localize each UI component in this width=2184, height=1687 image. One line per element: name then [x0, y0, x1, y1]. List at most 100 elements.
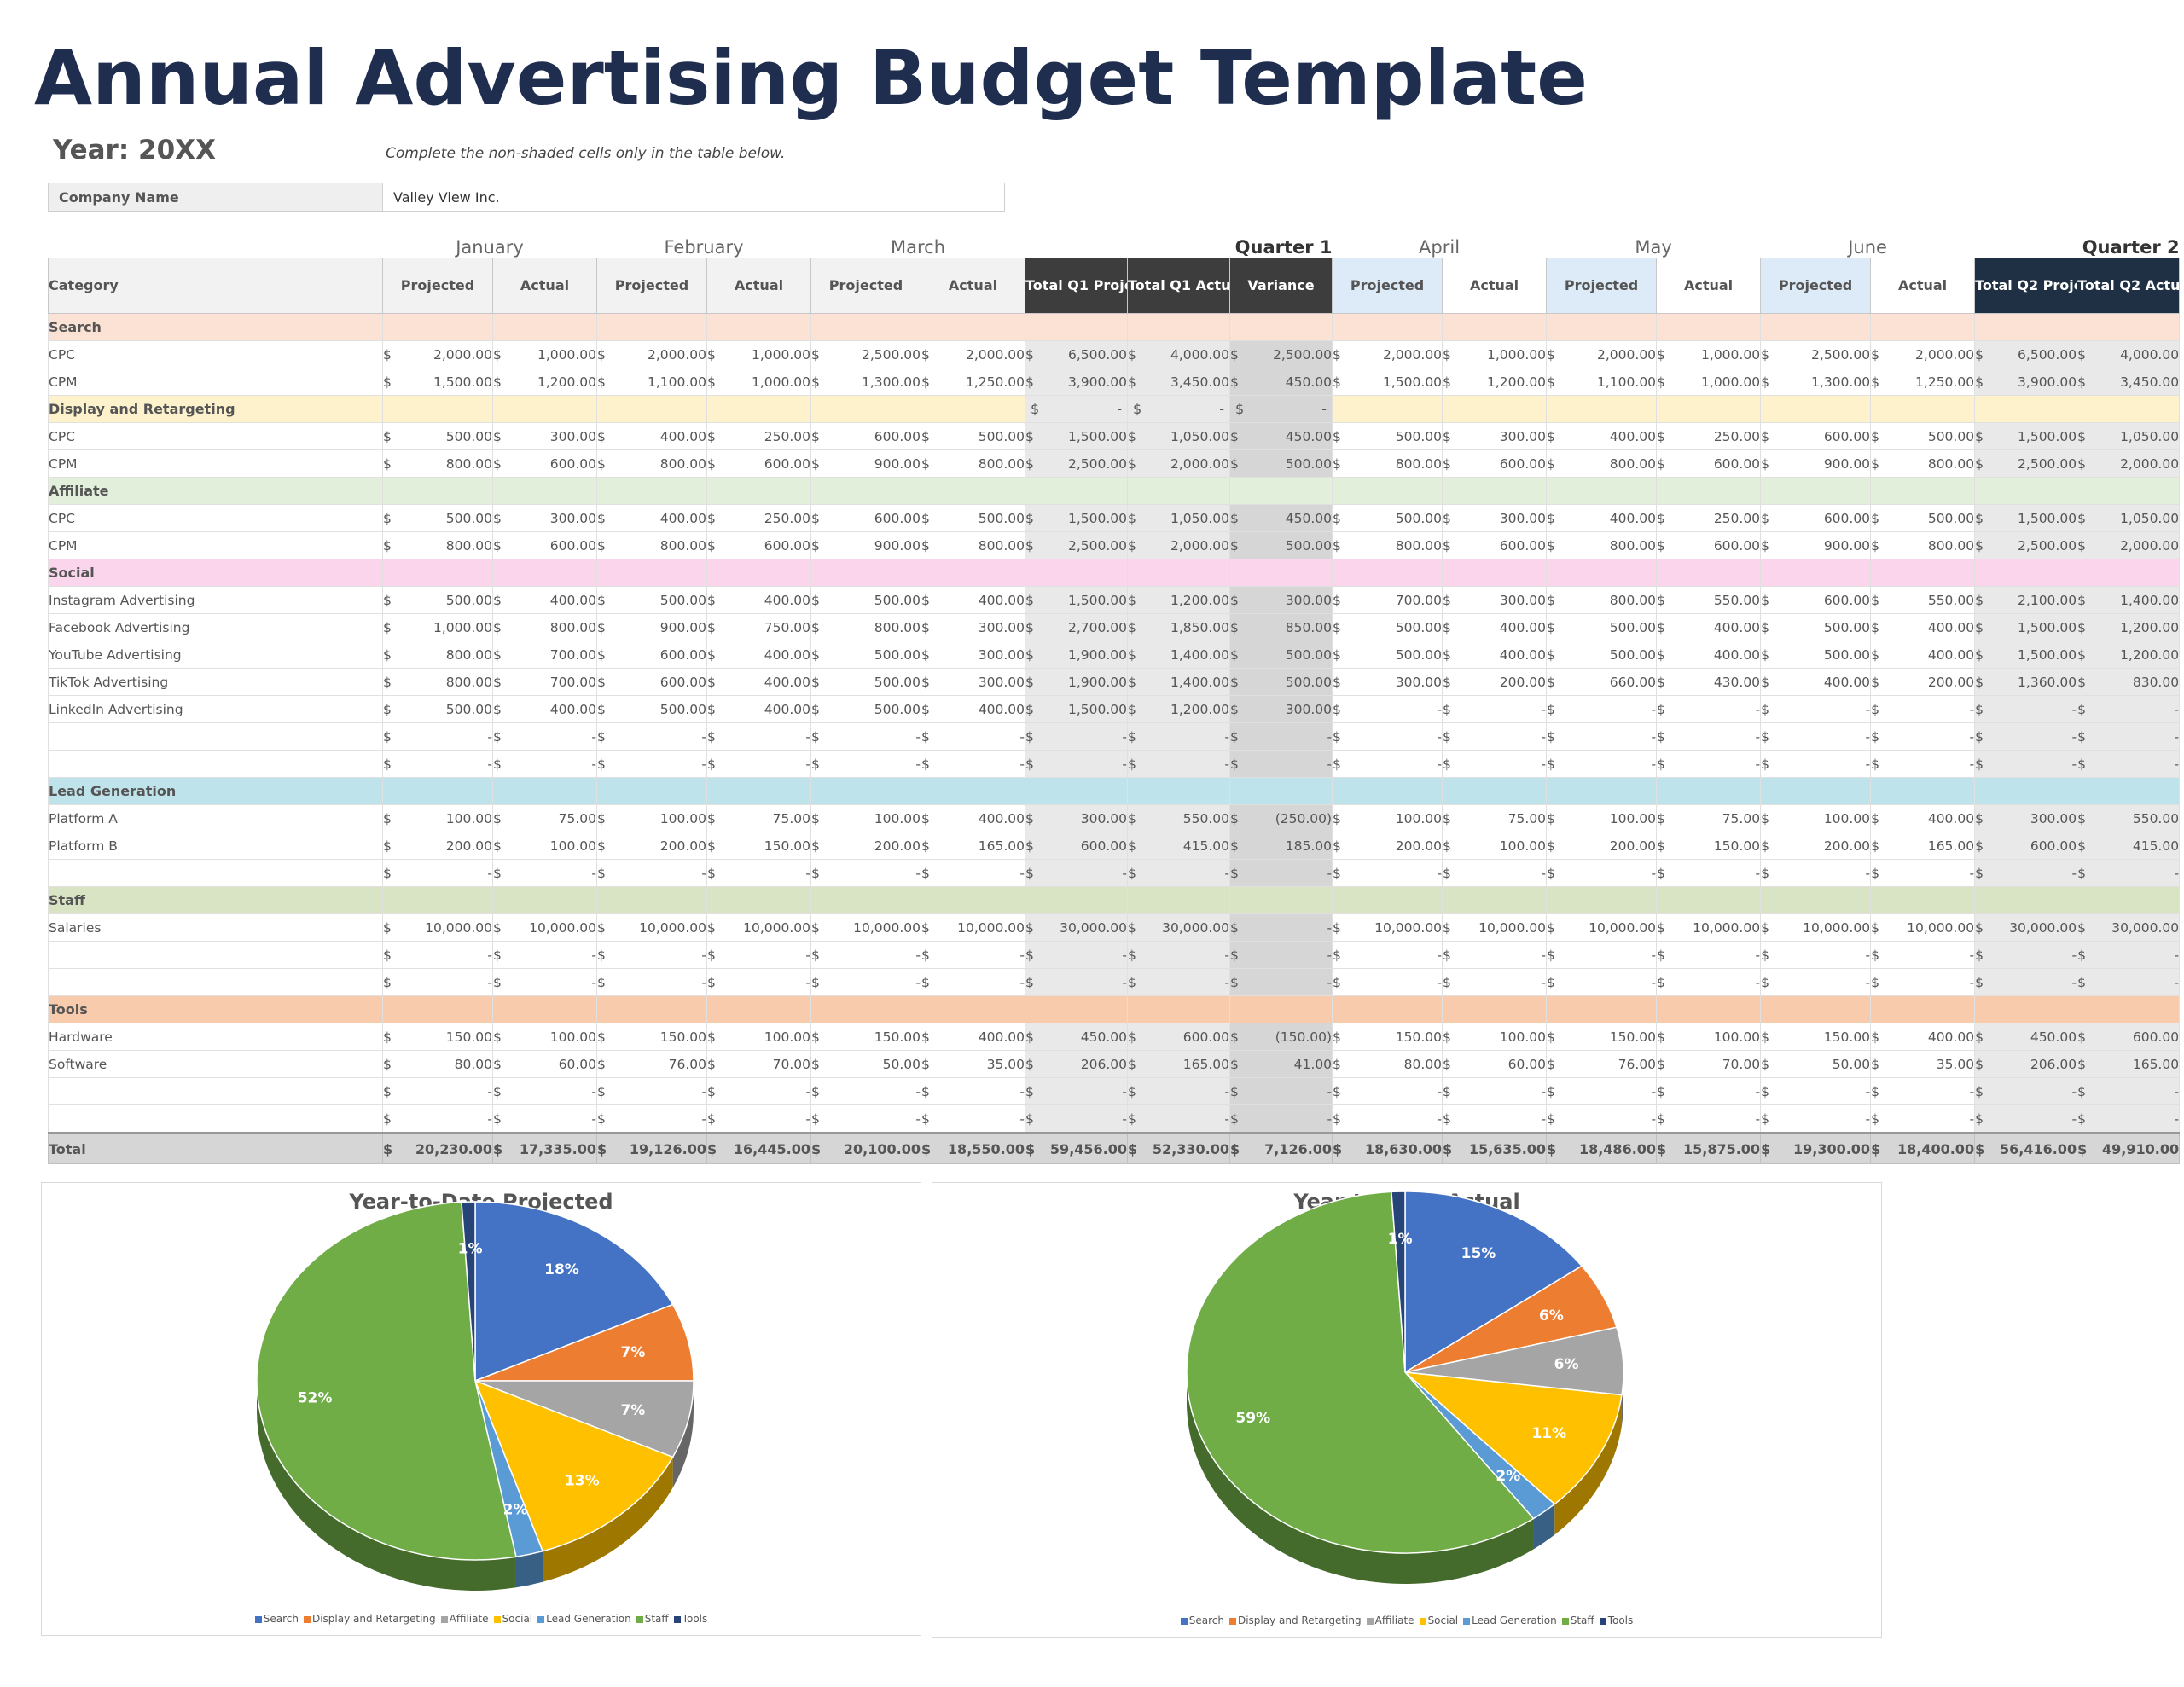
- budget-input-cell[interactable]: $800.00: [382, 531, 493, 559]
- budget-input-cell[interactable]: $200.00: [1870, 668, 1976, 696]
- budget-input-cell[interactable]: $400.00: [492, 586, 597, 614]
- budget-input-cell[interactable]: $165.00: [1870, 832, 1976, 860]
- budget-input-cell[interactable]: $ -: [810, 722, 921, 751]
- row-label[interactable]: CPM: [48, 449, 383, 478]
- budget-input-cell[interactable]: $250.00: [1656, 422, 1762, 450]
- budget-input-cell[interactable]: $ -: [706, 968, 811, 996]
- budget-input-cell[interactable]: $100.00: [382, 804, 493, 832]
- budget-input-cell[interactable]: $1,500.00: [1332, 368, 1443, 396]
- budget-input-cell[interactable]: $ -: [1332, 722, 1443, 751]
- budget-input-cell[interactable]: $ -: [1546, 1104, 1658, 1133]
- budget-input-cell[interactable]: $550.00: [1656, 586, 1762, 614]
- budget-input-cell[interactable]: $400.00: [596, 422, 707, 450]
- budget-input-cell[interactable]: $ -: [706, 941, 811, 969]
- budget-input-cell[interactable]: $ -: [706, 1104, 811, 1133]
- budget-input-cell[interactable]: $400.00: [1546, 422, 1658, 450]
- budget-input-cell[interactable]: $ -: [1546, 968, 1658, 996]
- budget-input-cell[interactable]: $400.00: [1656, 641, 1762, 669]
- budget-input-cell[interactable]: $1,250.00: [1870, 368, 1976, 396]
- budget-input-cell[interactable]: $ -: [1442, 1077, 1548, 1105]
- budget-input-cell[interactable]: $400.00: [1870, 1023, 1976, 1051]
- budget-input-cell[interactable]: $ -: [1442, 750, 1548, 778]
- budget-input-cell[interactable]: $ -: [596, 722, 707, 751]
- budget-input-cell[interactable]: $900.00: [810, 531, 921, 559]
- budget-input-cell[interactable]: $ -: [1546, 750, 1658, 778]
- budget-input-cell[interactable]: $150.00: [706, 832, 811, 860]
- budget-input-cell[interactable]: $ -: [596, 859, 707, 887]
- budget-input-cell[interactable]: $550.00: [1870, 586, 1976, 614]
- budget-input-cell[interactable]: $200.00: [1442, 668, 1548, 696]
- budget-input-cell[interactable]: $ -: [1656, 1077, 1762, 1105]
- budget-input-cell[interactable]: $1,000.00: [706, 368, 811, 396]
- budget-input-cell[interactable]: $10,000.00: [596, 913, 707, 942]
- row-label[interactable]: CPM: [48, 531, 383, 559]
- budget-input-cell[interactable]: $100.00: [596, 804, 707, 832]
- budget-input-cell[interactable]: $400.00: [1656, 613, 1762, 641]
- budget-input-cell[interactable]: $ -: [1760, 722, 1872, 751]
- budget-input-cell[interactable]: $500.00: [1546, 641, 1658, 669]
- budget-input-cell[interactable]: $ -: [596, 1104, 707, 1133]
- budget-input-cell[interactable]: $600.00: [706, 531, 811, 559]
- budget-input-cell[interactable]: $500.00: [810, 641, 921, 669]
- budget-input-cell[interactable]: $60.00: [492, 1050, 597, 1078]
- budget-input-cell[interactable]: $300.00: [492, 422, 597, 450]
- budget-input-cell[interactable]: $150.00: [1546, 1023, 1658, 1051]
- budget-input-cell[interactable]: $500.00: [1760, 613, 1872, 641]
- budget-input-cell[interactable]: $75.00: [706, 804, 811, 832]
- budget-input-cell[interactable]: $ -: [1870, 695, 1976, 723]
- budget-input-cell[interactable]: $150.00: [1332, 1023, 1443, 1051]
- budget-input-cell[interactable]: $600.00: [706, 449, 811, 478]
- budget-input-cell[interactable]: $660.00: [1546, 668, 1658, 696]
- budget-input-cell[interactable]: $800.00: [810, 613, 921, 641]
- budget-input-cell[interactable]: $1,000.00: [492, 340, 597, 368]
- budget-input-cell[interactable]: $ -: [1760, 1104, 1872, 1133]
- budget-input-cell[interactable]: $500.00: [810, 668, 921, 696]
- budget-input-cell[interactable]: $ -: [810, 1104, 921, 1133]
- row-label[interactable]: CPC: [48, 422, 383, 450]
- budget-input-cell[interactable]: $600.00: [1442, 531, 1548, 559]
- budget-input-cell[interactable]: $300.00: [492, 504, 597, 532]
- budget-input-cell[interactable]: $76.00: [1546, 1050, 1658, 1078]
- budget-input-cell[interactable]: $300.00: [1442, 422, 1548, 450]
- budget-input-cell[interactable]: $2,000.00: [1546, 340, 1658, 368]
- budget-input-cell[interactable]: $300.00: [1442, 586, 1548, 614]
- budget-input-cell[interactable]: $800.00: [920, 449, 1026, 478]
- budget-input-cell[interactable]: $70.00: [1656, 1050, 1762, 1078]
- budget-input-cell[interactable]: $800.00: [1546, 531, 1658, 559]
- budget-input-cell[interactable]: $1,300.00: [810, 368, 921, 396]
- budget-input-cell[interactable]: $400.00: [1870, 613, 1976, 641]
- budget-input-cell[interactable]: $800.00: [382, 668, 493, 696]
- budget-input-cell[interactable]: $ -: [810, 941, 921, 969]
- budget-input-cell[interactable]: $100.00: [1656, 1023, 1762, 1051]
- budget-input-cell[interactable]: $70.00: [706, 1050, 811, 1078]
- budget-input-cell[interactable]: $ -: [1546, 1077, 1658, 1105]
- budget-input-cell[interactable]: $ -: [810, 1077, 921, 1105]
- budget-input-cell[interactable]: $400.00: [1870, 804, 1976, 832]
- budget-input-cell[interactable]: $1,000.00: [382, 613, 493, 641]
- budget-input-cell[interactable]: $ -: [1332, 1104, 1443, 1133]
- budget-input-cell[interactable]: $500.00: [1332, 613, 1443, 641]
- budget-input-cell[interactable]: $400.00: [1760, 668, 1872, 696]
- budget-input-cell[interactable]: $ -: [1656, 695, 1762, 723]
- budget-input-cell[interactable]: $150.00: [810, 1023, 921, 1051]
- budget-input-cell[interactable]: $600.00: [810, 504, 921, 532]
- budget-input-cell[interactable]: $ -: [492, 941, 597, 969]
- budget-input-cell[interactable]: $ -: [492, 1104, 597, 1133]
- budget-input-cell[interactable]: $600.00: [596, 668, 707, 696]
- budget-input-cell[interactable]: $500.00: [1870, 422, 1976, 450]
- row-label[interactable]: Facebook Advertising: [48, 613, 383, 641]
- budget-input-cell[interactable]: $250.00: [706, 422, 811, 450]
- budget-input-cell[interactable]: $2,000.00: [596, 340, 707, 368]
- budget-input-cell[interactable]: $ -: [706, 722, 811, 751]
- budget-input-cell[interactable]: $500.00: [1332, 641, 1443, 669]
- budget-input-cell[interactable]: $600.00: [492, 449, 597, 478]
- budget-input-cell[interactable]: $1,000.00: [1656, 368, 1762, 396]
- budget-input-cell[interactable]: $ -: [382, 968, 493, 996]
- budget-input-cell[interactable]: $ -: [596, 1077, 707, 1105]
- budget-input-cell[interactable]: $200.00: [1332, 832, 1443, 860]
- budget-input-cell[interactable]: $76.00: [596, 1050, 707, 1078]
- budget-input-cell[interactable]: $10,000.00: [1442, 913, 1548, 942]
- budget-input-cell[interactable]: $800.00: [1546, 586, 1658, 614]
- budget-input-cell[interactable]: $430.00: [1656, 668, 1762, 696]
- row-label[interactable]: YouTube Advertising: [48, 641, 383, 669]
